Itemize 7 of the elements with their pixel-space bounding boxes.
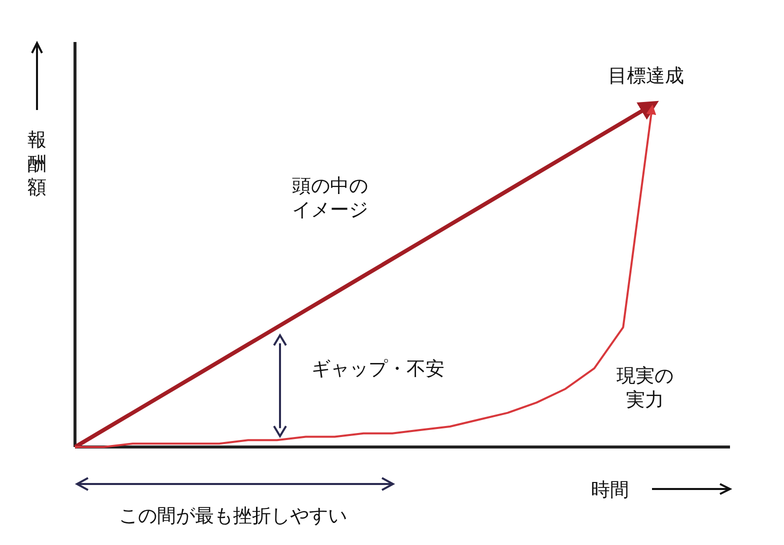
series-label: 現実の実力 [616, 365, 674, 411]
y-axis-title: 報酬額 [28, 129, 46, 198]
x-axis-title: 時間 [591, 479, 629, 501]
text: この間が最も挫折しやすい [119, 505, 347, 527]
text: 頭の中のイメージ [292, 175, 368, 221]
text: 目標達成 [608, 65, 684, 87]
annotation: ギャップ・不安 [312, 358, 444, 380]
